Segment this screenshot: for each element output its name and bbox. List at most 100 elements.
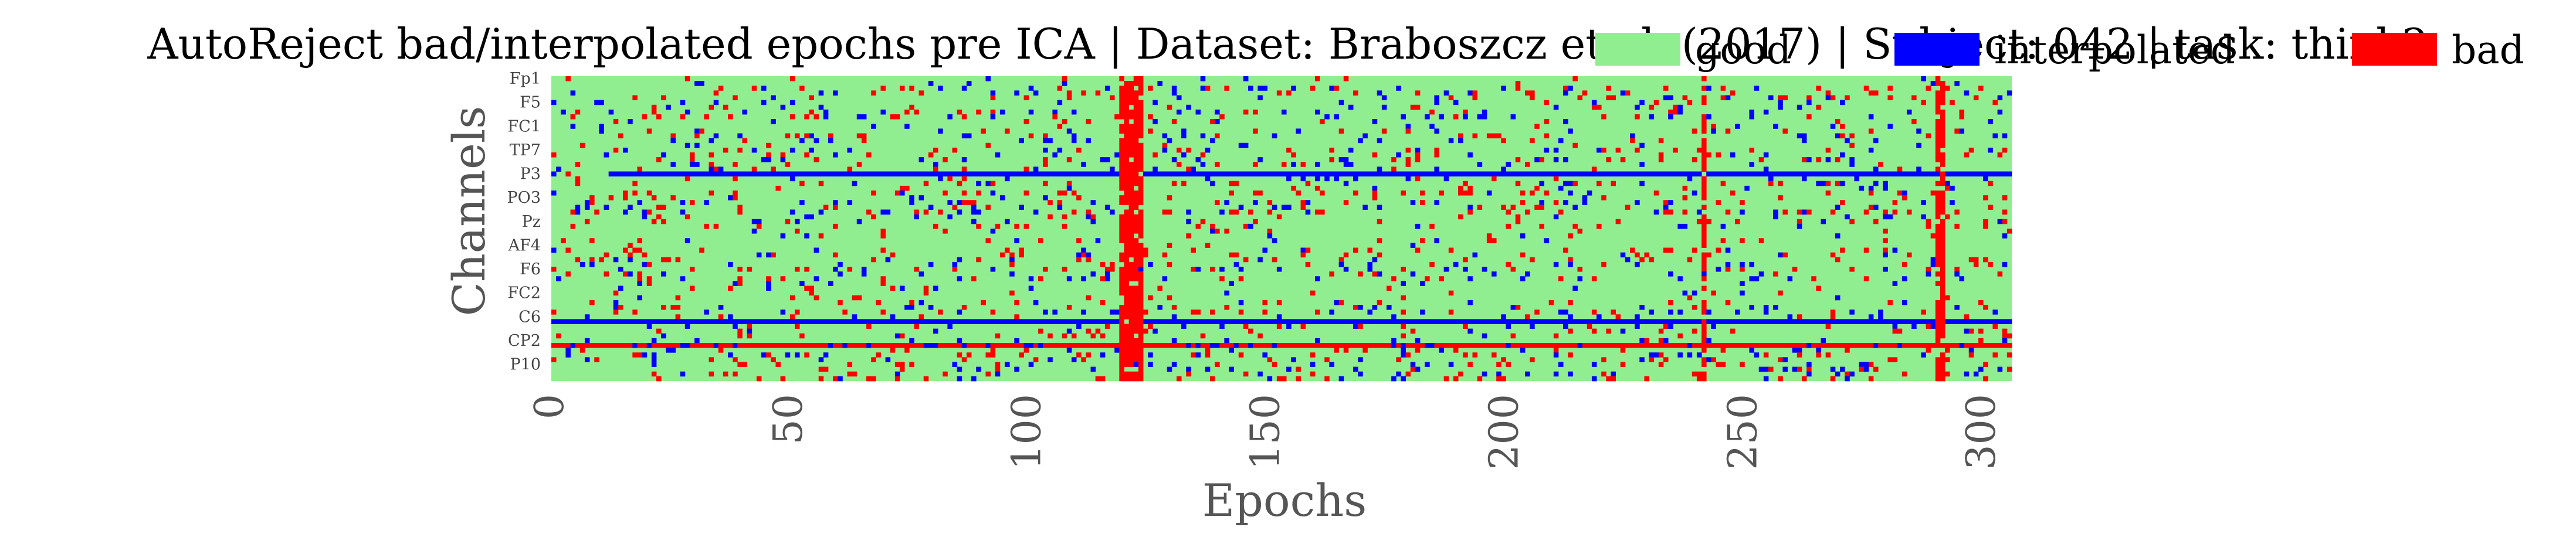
heatmap-cell-bad [1176,162,1182,167]
heatmap-cell-bad [1768,181,1774,186]
heatmap-cell-bad [1219,276,1225,281]
heatmap-cell-bad [1066,90,1072,96]
heatmap-cell-bad [1830,209,1836,215]
heatmap-cell-interpolated [1639,100,1645,106]
heatmap-cell-bad [1377,300,1382,305]
heatmap-cell-bad [1396,343,1401,348]
heatmap-cell-interpolated [861,271,867,277]
heatmap-cell-interpolated [1157,305,1162,310]
heatmap-cell-bad [1124,133,1144,139]
heatmap-cell-bad [1577,267,1583,272]
heatmap-cell-bad [1930,191,1945,196]
heatmap-cell-interpolated [1224,338,1229,344]
heatmap-cell-bad [1658,157,1664,162]
heatmap-cell-interpolated [1100,157,1110,162]
heatmap-cell-bad [1591,104,1602,110]
heatmap-cell-bad [1926,223,1931,229]
heatmap-cell-interpolated [1391,338,1397,344]
heatmap-cell-bad [1014,300,1019,305]
heatmap-cell-bad [1701,305,1707,310]
heatmap-cell-interpolated [642,214,648,220]
heatmap-cell-interpolated [1706,319,1936,324]
heatmap-cell-bad [1701,257,1707,263]
heatmap-cell-interpolated [680,209,686,215]
heatmap-cell-interpolated [1701,271,1707,277]
heatmap-cell-bad [1415,152,1421,158]
heatmap-cell-bad [1023,348,1029,353]
heatmap-cell-bad [733,371,738,377]
heatmap-cell-bad [561,238,566,243]
heatmap-cell-interpolated [957,366,962,372]
heatmap-cell-interpolated [1343,267,1349,272]
heatmap-cell-bad [699,247,704,253]
heatmap-cell-interpolated [1763,109,1769,115]
heatmap-cell-interpolated [1687,176,1693,182]
heatmap-cell-interpolated [1749,305,1754,310]
heatmap-cell-bad [1935,147,1941,153]
heatmap-cell-bad [1954,223,1960,229]
heatmap-cell-bad [1191,247,1196,253]
heatmap-cell-bad [1778,376,1783,382]
heatmap-cell-bad [1119,319,1124,324]
heatmap-cell-interpolated [1282,205,1292,210]
heatmap-cell-bad [1835,119,1841,124]
heatmap-cell-bad [1353,305,1358,310]
heatmap-cell-bad [1043,267,1048,272]
heatmap-cell-bad [1510,343,1578,348]
heatmap-cell-bad [1701,114,1707,120]
heatmap-cell-bad [1935,133,1945,139]
heatmap-cell-interpolated [1171,90,1177,96]
heatmap-cell-interpolated [694,81,704,86]
heatmap-cell-interpolated [1563,200,1568,205]
heatmap-cell-interpolated [1033,209,1039,215]
heatmap-cell-bad [923,290,929,296]
heatmap-cell-bad [1606,376,1616,382]
heatmap-cell-bad [1219,343,1235,348]
heatmap-cell-interpolated [1806,157,1812,162]
heatmap-cell-interpolated [1706,310,1711,315]
heatmap-cell-bad [1883,209,1888,215]
heatmap-cell-bad [1467,185,1473,191]
heatmap-cell-bad [1391,276,1397,281]
heatmap-cell-bad [1329,157,1334,162]
heatmap-cell-interpolated [1868,147,1874,153]
heatmap-cell-bad [1935,261,1945,267]
heatmap-cell-bad [1434,147,1439,153]
heatmap-cell-interpolated [976,366,981,372]
heatmap-cell-bad [632,95,638,101]
heatmap-cell-bad [1973,95,1979,101]
heatmap-cell-bad [1701,252,1711,258]
heatmap-cell-bad [1066,305,1072,310]
heatmap-cell-bad [1119,328,1148,334]
heatmap-cell-bad [1014,314,1019,319]
heatmap-cell-bad [1119,290,1144,296]
heatmap-cell-bad [1935,138,1945,144]
heatmap-cell-bad [642,114,648,120]
heatmap-cell-interpolated [1801,176,1807,182]
heatmap-cell-interpolated [1463,114,1468,120]
heatmap-cell-interpolated [694,142,700,148]
heatmap-cell-bad [1520,191,1526,196]
heatmap-cell-interpolated [1334,300,1340,305]
heatmap-cell-interpolated [728,195,733,200]
heatmap-cell-bad [1611,181,1616,186]
heatmap-cell-bad [1701,324,1707,329]
heatmap-cell-interpolated [814,276,819,281]
heatmap-cell-bad [1276,90,1282,96]
heatmap-cell-interpolated [1773,209,1778,215]
heatmap-cell-interpolated [1434,238,1439,243]
heatmap-cell-bad [1186,371,1191,377]
heatmap-cell-bad [747,267,753,272]
heatmap-cell-interpolated [1095,238,1101,243]
heatmap-cell-interpolated [1959,276,1965,281]
heatmap-cell-interpolated [852,314,857,319]
heatmap-cell-interpolated [570,343,576,348]
heatmap-cell-interpolated [1778,104,1783,110]
heatmap-cell-bad [847,166,853,172]
heatmap-cell-interpolated [1558,362,1564,368]
heatmap-cell-interpolated [1463,267,1468,272]
heatmap-cell-interpolated [1635,200,1640,205]
heatmap-cell-bad [1778,357,1783,362]
heatmap-cell-interpolated [751,219,762,225]
heatmap-cell-bad [1797,366,1802,372]
